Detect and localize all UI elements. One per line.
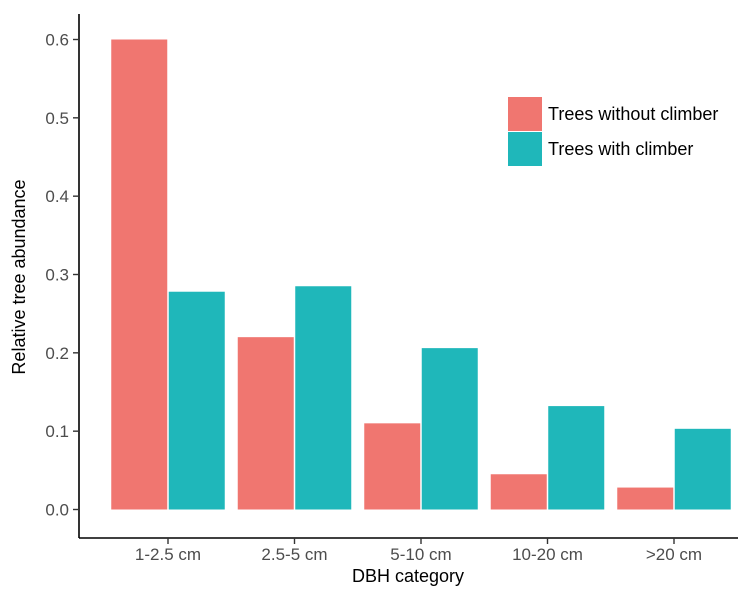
y-tick-label: 0.6 xyxy=(45,31,69,50)
legend-key-without-climber xyxy=(508,97,542,131)
x-tick-label: 2.5-5 cm xyxy=(261,545,327,564)
legend-label-with-climber: Trees with climber xyxy=(548,139,693,159)
bar-with-climber-4 xyxy=(674,428,731,510)
bar-with-climber-1 xyxy=(295,286,352,510)
x-axis-ticks: 1-2.5 cm 2.5-5 cm 5-10 cm 10-20 cm >20 cm xyxy=(135,538,702,564)
x-axis-title: DBH category xyxy=(352,566,464,586)
bar-without-climber-4 xyxy=(617,487,674,510)
y-tick-label: 0.1 xyxy=(45,422,69,441)
y-tick-label: 0.2 xyxy=(45,344,69,363)
x-tick-label: 1-2.5 cm xyxy=(135,545,201,564)
x-tick-label: >20 cm xyxy=(646,545,702,564)
x-tick-label: 10-20 cm xyxy=(512,545,583,564)
legend-key-with-climber xyxy=(508,132,542,166)
y-tick-label: 0.3 xyxy=(45,266,69,285)
bar-without-climber-2 xyxy=(364,423,421,510)
legend-label-without-climber: Trees without climber xyxy=(548,104,718,124)
y-axis-title: Relative tree abundance xyxy=(9,179,29,374)
bar-with-climber-2 xyxy=(421,348,478,510)
bar-with-climber-0 xyxy=(168,291,225,510)
y-tick-label: 0.4 xyxy=(45,187,69,206)
y-axis-ticks: 0.0 0.1 0.2 0.3 0.4 0.5 0.6 xyxy=(45,31,79,520)
legend: Trees without climber Trees with climber xyxy=(508,97,718,166)
x-tick-label: 5-10 cm xyxy=(390,545,451,564)
y-tick-label: 0.5 xyxy=(45,109,69,128)
bar-without-climber-3 xyxy=(490,474,547,510)
y-tick-label: 0.0 xyxy=(45,501,69,520)
bar-with-climber-3 xyxy=(548,406,605,510)
bar-without-climber-0 xyxy=(111,39,168,510)
bars-layer xyxy=(111,39,731,510)
bar-without-climber-1 xyxy=(237,337,294,510)
